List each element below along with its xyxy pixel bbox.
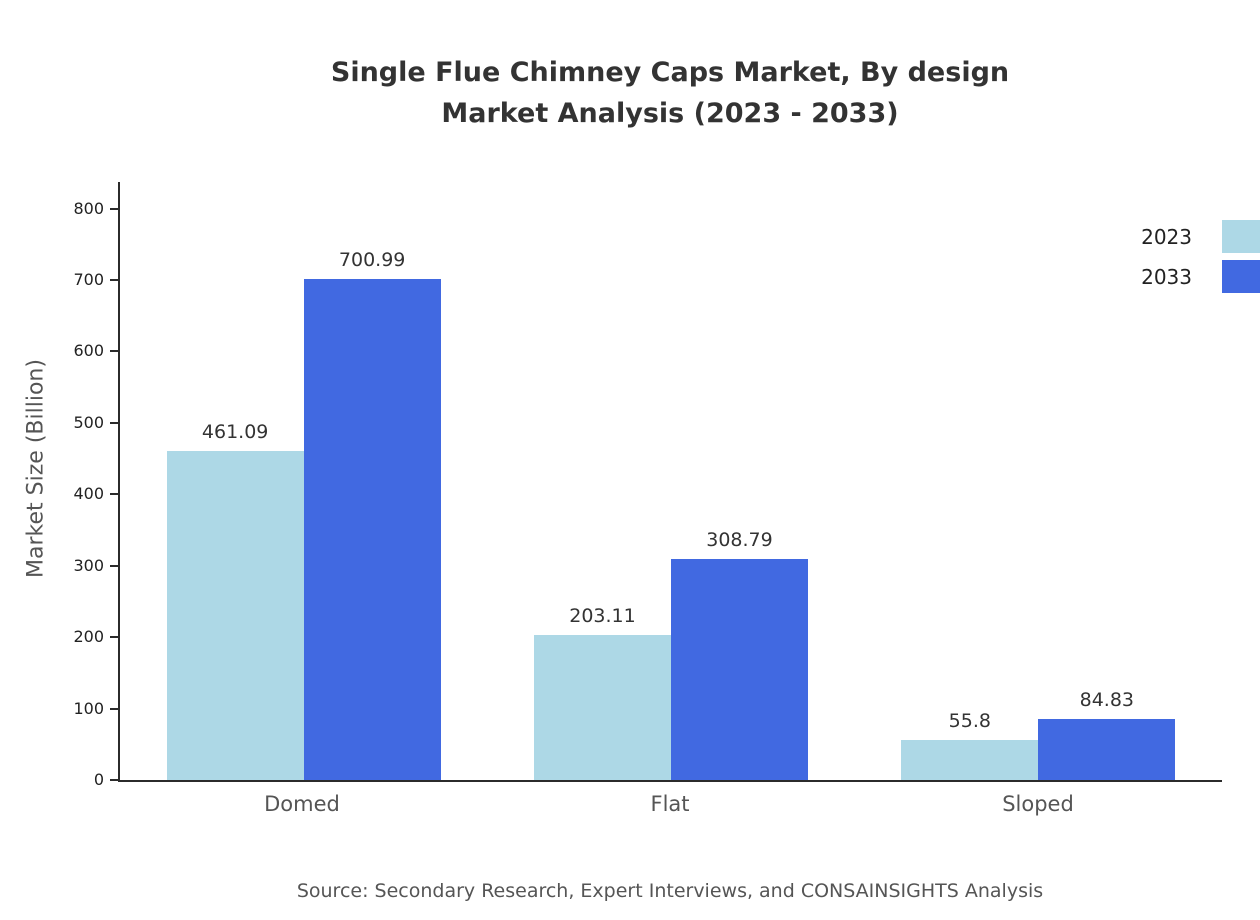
bar-2023-domed: 461.09 <box>166 421 304 780</box>
legend-row-2033: 2033 <box>1141 260 1260 293</box>
bar-value-label: 461.09 <box>201 420 269 443</box>
y-axis-title: Market Size (Billion) <box>23 359 49 578</box>
legend-swatch-icon <box>1222 220 1260 253</box>
y-tick-label: 400 <box>73 484 104 504</box>
y-tick-mark <box>110 636 118 639</box>
chart-title-line1: Single Flue Chimney Caps Market, By desi… <box>330 57 1010 88</box>
y-tick-label: 300 <box>73 555 104 575</box>
y-tick-mark <box>110 564 118 567</box>
chart-title-line2: Market Analysis (2023 - 2033) <box>441 98 899 129</box>
legend-label: 2023 <box>1141 224 1192 249</box>
bar-value-label: 55.8 <box>948 710 991 733</box>
bar-group-domed: 461.09 700.99 <box>120 182 487 780</box>
bar-value-label: 308.79 <box>706 529 773 552</box>
x-category-label: Sloped <box>1002 792 1074 816</box>
y-tick-mark <box>110 421 118 424</box>
y-tick-label: 700 <box>73 270 104 289</box>
chart-title: Single Flue Chimney Caps Market, By desi… <box>80 52 1260 134</box>
y-tick-label: 100 <box>73 698 104 718</box>
legend-row-2023: 2023 <box>1141 220 1260 253</box>
plot-area: 0 100 200 300 400 500 600 700 800 461.09 700.99 20… <box>73 182 1222 789</box>
bar-2023-flat: 203.11 <box>533 605 671 780</box>
bar-value-label: 84.83 <box>1079 689 1135 712</box>
y-tick-mark <box>110 279 118 281</box>
x-category-label: Domed <box>264 792 340 816</box>
legend-swatch-icon <box>1222 260 1260 293</box>
y-tick-label: 600 <box>73 341 104 361</box>
y-tick-label: 200 <box>73 627 104 647</box>
bar-value-label: 700.99 <box>338 249 406 272</box>
bar-2033-flat: 308.79 <box>670 529 808 780</box>
y-tick-mark <box>110 779 118 781</box>
y-tick-label: 500 <box>73 412 104 432</box>
legend-label: 2033 <box>1141 264 1192 289</box>
bar-2033-sloped: 84.83 <box>1038 689 1176 780</box>
category-labels: Domed Flat Sloped <box>118 792 1222 816</box>
bar-group-sloped: 55.8 84.83 <box>855 182 1222 780</box>
x-category-label: Flat <box>650 792 690 816</box>
bar-2023-sloped: 55.8 <box>901 710 1039 780</box>
chart-legend: 2023 2033 <box>1141 220 1260 293</box>
bar-2033-domed: 700.99 <box>303 249 441 780</box>
bar-value-label: 203.11 <box>569 604 636 627</box>
bar-group-flat: 203.11 308.79 <box>487 182 854 780</box>
y-tick-label: 800 <box>73 198 104 218</box>
y-tick-mark <box>110 207 118 210</box>
y-tick-label: 0 <box>93 770 104 789</box>
y-axis-ticks: 0 100 200 300 400 500 600 700 800 <box>73 182 1222 789</box>
source-note: Source: Secondary Research, Expert Inter… <box>296 880 1044 902</box>
bar-groups: 461.09 700.99 203.11 308.79 55.8 84.83 <box>120 182 1222 780</box>
y-tick-mark <box>110 350 118 353</box>
y-tick-mark <box>110 493 118 496</box>
y-tick-mark <box>110 707 118 710</box>
